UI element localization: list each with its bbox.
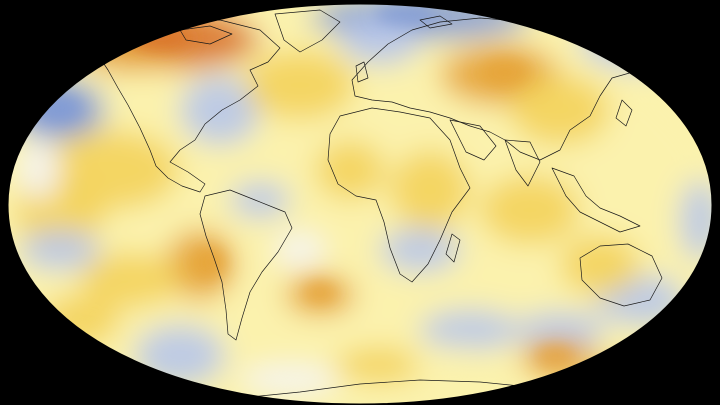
anomaly-blob-warm (510, 75, 610, 145)
anomaly-blob-warm (560, 235, 640, 295)
anomaly-blob-cool (515, 312, 605, 348)
anomaly-core-warm-strong (535, 345, 575, 365)
anomaly-blob-warm-light (410, 346, 490, 374)
coastline-north-america (94, 19, 281, 193)
anomaly-blob-cool (180, 75, 260, 145)
anomaly-core-warm-strong (194, 246, 226, 278)
anomaly-blob-warm (80, 252, 180, 308)
anomaly-blob-cool (420, 310, 520, 350)
anomaly-blob-neutral (275, 232, 325, 268)
coastline-arctic-islands (179, 15, 453, 45)
coastline-southeast-asia (551, 167, 641, 233)
anomaly-core-warm-strong (481, 58, 529, 86)
coastline-uk (355, 61, 369, 83)
anomaly-blob-cool (230, 182, 290, 218)
coastline-india (504, 139, 541, 187)
coastline-australia (579, 243, 663, 307)
coastline-south-america (199, 189, 293, 341)
anomaly-blob-neutral (240, 365, 340, 395)
anomaly-blob-cool (20, 230, 100, 270)
anomaly-blob-warm (245, 50, 355, 120)
coastline-madagascar (445, 233, 461, 263)
anomaly-blob-cool (380, 228, 460, 272)
anomaly-blob-warm (480, 175, 580, 245)
coastline-arabia (449, 119, 497, 161)
globe-outline (7, 3, 713, 405)
anomaly-blob-warm (335, 347, 425, 383)
anomaly-blob-neutral (20, 140, 60, 200)
anomaly-core-cool-strong (375, 4, 435, 24)
anomaly-core-warm-strong (304, 282, 336, 302)
coastline-eurasia (351, 17, 661, 161)
coastline-africa (327, 107, 471, 283)
anomaly-blob-cool (340, 15, 420, 65)
anomaly-blob-warm (315, 140, 385, 200)
coastline-greenland (274, 9, 341, 53)
anomaly-blob-warm (390, 150, 470, 230)
coastline-japan (615, 99, 633, 127)
anomaly-blob-warm-light (615, 110, 705, 190)
